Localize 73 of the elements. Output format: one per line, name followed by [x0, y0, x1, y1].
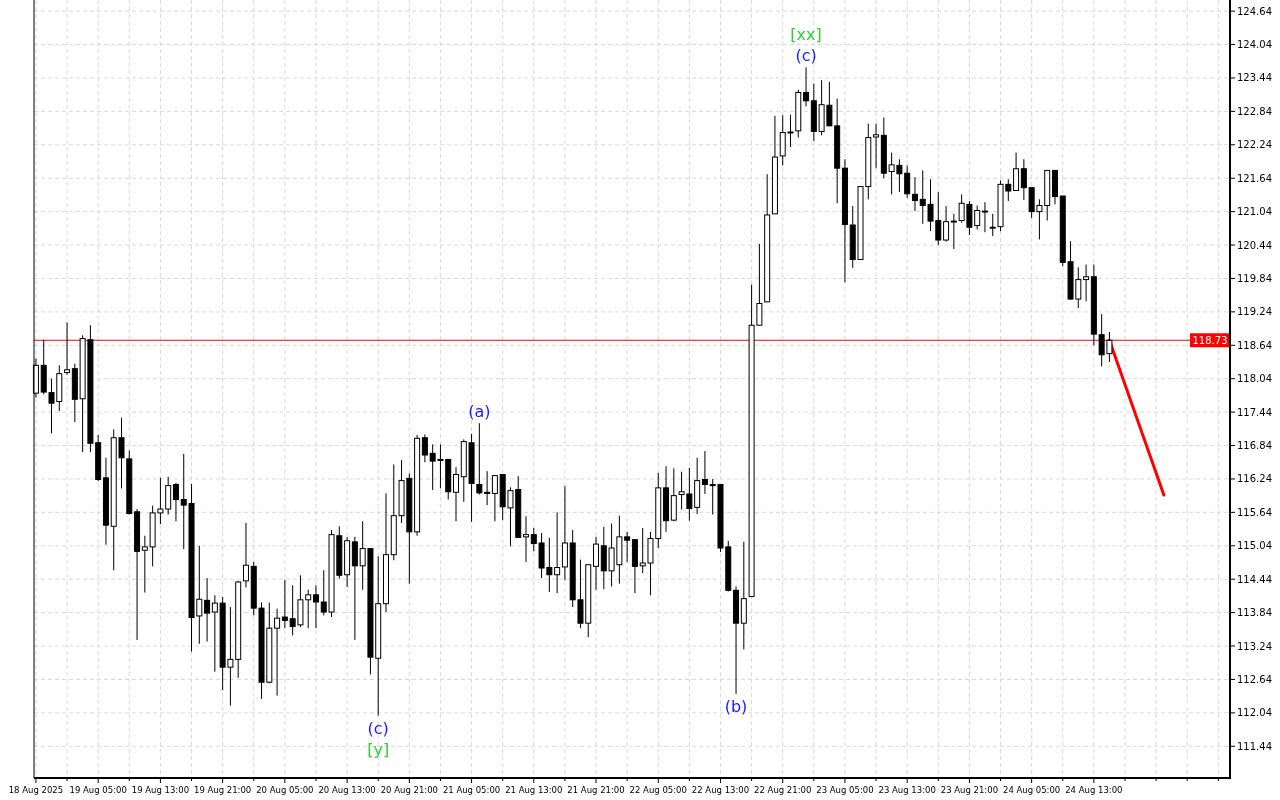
candlestick	[476, 422, 483, 496]
candlestick	[873, 123, 880, 169]
candlestick	[491, 475, 498, 522]
x-tick-label: 24 Aug 05:00	[1002, 785, 1061, 795]
y-tick-label: 112.64	[1237, 673, 1272, 685]
y-tick-label: 116.24	[1237, 473, 1272, 485]
y-tick-label: 112.04	[1237, 707, 1272, 719]
y-tick-label: 113.24	[1237, 640, 1272, 652]
annotation: (c)	[795, 46, 817, 66]
y-tick-label: 117.44	[1237, 406, 1272, 418]
y-tick-label: 111.44	[1237, 740, 1272, 752]
y-tick-label: 121.04	[1237, 206, 1272, 218]
x-tick-label: 19 Aug 05:00	[69, 785, 127, 795]
candlestick	[312, 584, 319, 629]
x-tick-label: 21 Aug 21:00	[567, 785, 625, 795]
y-tick-label: 115.04	[1237, 540, 1272, 552]
annotation: [xx]	[790, 25, 822, 45]
annotation: (c)	[367, 718, 389, 738]
x-tick-label: 22 Aug 05:00	[629, 785, 687, 795]
candlestick	[593, 536, 600, 591]
y-tick-label: 116.84	[1237, 440, 1272, 452]
candlestick	[64, 321, 71, 376]
candlestick	[1083, 264, 1090, 302]
ref-line-label: 118.73	[1192, 335, 1228, 347]
y-tick-label: 118.04	[1237, 373, 1272, 385]
annotation: (a)	[468, 402, 491, 422]
candlestick	[351, 536, 358, 641]
candlestick	[172, 482, 179, 522]
x-tick-label: 19 Aug 21:00	[193, 785, 252, 795]
x-tick-label: 22 Aug 21:00	[754, 785, 812, 795]
x-tick-label: 18 Aug 2025	[8, 785, 64, 795]
candlestick	[204, 577, 211, 643]
y-tick-label: 119.24	[1237, 306, 1272, 318]
y-tick-label: 120.44	[1237, 239, 1272, 251]
y-tick-label: 119.84	[1237, 272, 1272, 284]
x-tick-label: 23 Aug 05:00	[816, 785, 874, 795]
x-tick-label: 20 Aug 05:00	[256, 785, 314, 795]
candlestick	[981, 201, 988, 233]
candlestick	[911, 176, 918, 212]
candlestick	[453, 466, 459, 522]
candlestick	[274, 608, 281, 697]
annotation: (b)	[724, 696, 748, 716]
x-tick-label: 22 Aug 13:00	[691, 785, 750, 795]
y-tick-label: 124.64	[1237, 5, 1272, 17]
candlestick	[943, 205, 950, 243]
x-tick-label: 21 Aug 13:00	[505, 785, 563, 795]
candlestick	[484, 470, 491, 506]
x-tick-label: 24 Aug 13:00	[1065, 785, 1123, 795]
candlestick	[523, 515, 530, 563]
y-tick-label: 123.44	[1237, 72, 1272, 84]
y-tick-label: 122.24	[1237, 139, 1272, 151]
annotation: [y]	[367, 739, 390, 759]
y-tick-label: 114.44	[1237, 573, 1272, 585]
x-tick-label: 23 Aug 21:00	[940, 785, 999, 795]
candlestick	[701, 450, 708, 495]
y-tick-label: 113.84	[1237, 607, 1272, 619]
candlestick	[554, 511, 561, 594]
candlestick	[1013, 152, 1020, 191]
x-tick-label: 20 Aug 13:00	[318, 785, 376, 795]
candlestick	[803, 66, 810, 107]
x-tick-label: 23 Aug 13:00	[878, 785, 936, 795]
candlestick	[561, 485, 568, 581]
x-tick-label: 19 Aug 13:00	[131, 785, 190, 795]
y-tick-label: 121.64	[1237, 172, 1272, 184]
y-tick-label: 124.04	[1237, 39, 1272, 51]
y-tick-label: 118.64	[1237, 339, 1272, 351]
x-tick-label: 20 Aug 21:00	[380, 785, 438, 795]
candlestick	[242, 522, 249, 589]
candlestick	[421, 433, 428, 463]
x-tick-label: 21 Aug 05:00	[442, 785, 501, 795]
y-tick-label: 115.64	[1237, 506, 1272, 518]
candlestick	[989, 213, 996, 237]
y-tick-label: 122.84	[1237, 105, 1272, 117]
